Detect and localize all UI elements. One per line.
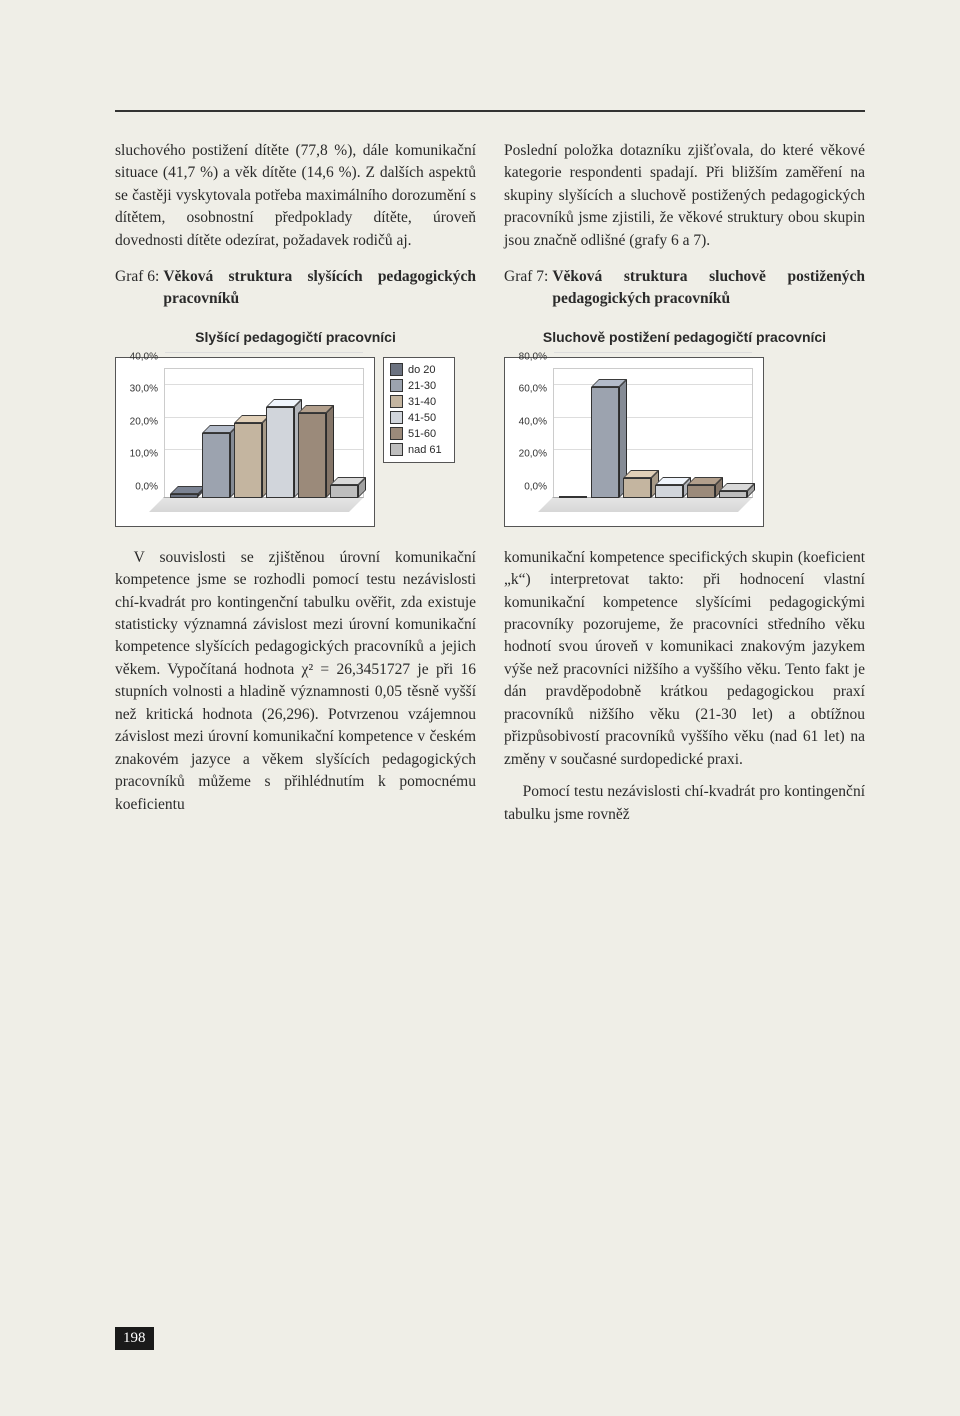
legend-label: 41-50 [408,412,436,424]
chart7-plot: 0,0%20,0%40,0%60,0%80,0% [553,368,753,512]
bar [330,368,358,498]
chart6-plot: 0,0%10,0%20,0%30,0%40,0% [164,368,364,512]
legend-swatch [390,395,403,408]
paragraph: komunikační kompetence specifických skup… [504,547,865,772]
bar [591,368,619,498]
bar [719,368,747,498]
y-tick-label: 0,0% [505,481,547,492]
legend-swatch [390,443,403,456]
graf7-label: Graf 7: [504,266,552,309]
y-tick-label: 60,0% [505,384,547,395]
legend-label: 51-60 [408,428,436,440]
bar [266,368,294,498]
legend-item: 41-50 [390,410,448,426]
chart6: 0,0%10,0%20,0%30,0%40,0% [115,357,375,527]
legend-label: 31-40 [408,396,436,408]
y-tick-label: 20,0% [505,449,547,460]
bar [687,368,715,498]
legend-swatch [390,427,403,440]
top-right-column: Poslední položka dotazníku zjišťovala, d… [504,140,865,310]
legend-item: 31-40 [390,394,448,410]
bar [559,368,587,498]
graf7-caption: Graf 7: Věková struktura sluchově postiž… [504,266,865,309]
y-tick-label: 0,0% [116,481,158,492]
bar [655,368,683,498]
chart6-block: Slyšící pedagogičtí pracovníci 0,0%10,0%… [115,328,476,527]
legend-label: 21-30 [408,380,436,392]
legend-label: do 20 [408,364,436,376]
paragraph: Poslední položka dotazníku zjišťovala, d… [504,140,865,252]
bar [623,368,651,498]
graf6-label: Graf 6: [115,266,163,309]
y-tick-label: 80,0% [505,351,547,362]
chart7-block: Sluchově postižení pedagogičtí pracovníc… [504,328,865,527]
legend-item: do 20 [390,362,448,378]
legend-item: 51-60 [390,426,448,442]
y-tick-label: 30,0% [116,384,158,395]
graf6-caption: Graf 6: Věková struktura slyšících pedag… [115,266,476,309]
chart7: 0,0%20,0%40,0%60,0%80,0% [504,357,764,527]
paragraph: sluchového postižení dítěte (77,8 %), dá… [115,140,476,252]
bar [202,368,230,498]
bar [170,368,198,498]
graf6-title: Věková struktura slyšících pedagogických… [163,266,476,309]
bottom-text-columns: V souvislosti se zjištěnou úrovní komuni… [115,547,865,837]
chart6-heading: Slyšící pedagogičtí pracovníci [115,328,476,347]
bottom-left-column: V souvislosti se zjištěnou úrovní komuni… [115,547,476,837]
legend-swatch [390,411,403,424]
top-text-columns: sluchového postižení dítěte (77,8 %), dá… [115,140,865,310]
top-rule [115,110,865,112]
page: sluchového postižení dítěte (77,8 %), dá… [0,0,960,1416]
legend-item: 21-30 [390,378,448,394]
chart7-heading: Sluchově postižení pedagogičtí pracovníc… [504,328,865,347]
paragraph: Pomocí testu nezávislosti chí-kvadrát pr… [504,781,865,826]
graf7-title: Věková struktura sluchově postižených pe… [552,266,865,309]
y-tick-label: 10,0% [116,449,158,460]
bar [298,368,326,498]
chart-legend: do 20 21-30 31-40 41-50 51-60 nad 61 [383,357,455,463]
legend-label: nad 61 [408,444,442,456]
legend-swatch [390,363,403,376]
page-number: 198 [115,1327,154,1350]
bottom-right-column: komunikační kompetence specifických skup… [504,547,865,837]
bar [234,368,262,498]
top-left-column: sluchového postižení dítěte (77,8 %), dá… [115,140,476,310]
y-tick-label: 40,0% [505,416,547,427]
legend-swatch [390,379,403,392]
charts-row: Slyšící pedagogičtí pracovníci 0,0%10,0%… [115,328,865,527]
y-tick-label: 20,0% [116,416,158,427]
legend-item: nad 61 [390,442,448,458]
paragraph: V souvislosti se zjištěnou úrovní komuni… [115,547,476,817]
y-tick-label: 40,0% [116,351,158,362]
